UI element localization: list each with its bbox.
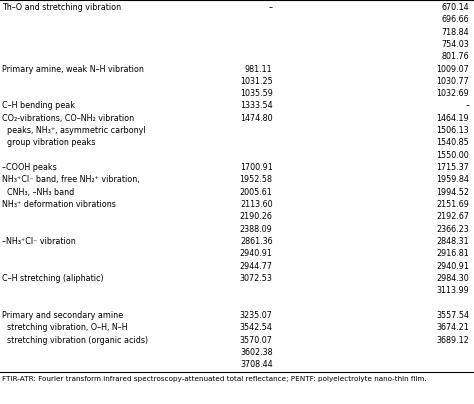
Text: 2940.91: 2940.91 (240, 249, 273, 258)
Text: 801.76: 801.76 (442, 52, 469, 61)
Text: 1959.84: 1959.84 (437, 175, 469, 184)
Text: Primary amine, weak N–H vibration: Primary amine, weak N–H vibration (2, 65, 144, 74)
Text: 754.03: 754.03 (441, 40, 469, 49)
Text: 3570.07: 3570.07 (240, 336, 273, 345)
Text: peaks, NH₃⁺, asymmetric carbonyl: peaks, NH₃⁺, asymmetric carbonyl (2, 126, 146, 135)
Text: C–H stretching (aliphatic): C–H stretching (aliphatic) (2, 274, 104, 283)
Text: 981.11: 981.11 (245, 65, 273, 74)
Text: Th–O and stretching vibration: Th–O and stretching vibration (2, 3, 121, 12)
Text: CNH₃, –NH₃ band: CNH₃, –NH₃ band (2, 188, 74, 197)
Text: 1952.58: 1952.58 (239, 175, 273, 184)
Text: NH₃⁺Cl⁻ band, free NH₂⁺ vibration,: NH₃⁺Cl⁻ band, free NH₂⁺ vibration, (2, 175, 140, 184)
Text: Primary and secondary amine: Primary and secondary amine (2, 311, 124, 320)
Text: –NH₃⁺Cl⁻ vibration: –NH₃⁺Cl⁻ vibration (2, 237, 76, 246)
Text: 1009.07: 1009.07 (437, 65, 469, 74)
Text: 696.66: 696.66 (442, 15, 469, 24)
Text: 3708.44: 3708.44 (240, 360, 273, 369)
Text: C–H bending peak: C–H bending peak (2, 101, 75, 110)
Text: 2190.26: 2190.26 (240, 213, 273, 221)
Text: 2916.81: 2916.81 (437, 249, 469, 258)
Text: 3072.53: 3072.53 (240, 274, 273, 283)
Text: 1031.25: 1031.25 (240, 77, 273, 86)
Text: –: – (465, 101, 469, 110)
Text: stretching vibration (organic acids): stretching vibration (organic acids) (2, 336, 148, 345)
Text: 2113.60: 2113.60 (240, 200, 273, 209)
Text: 3674.21: 3674.21 (437, 323, 469, 332)
Text: 2192.67: 2192.67 (436, 213, 469, 221)
Text: NH₃⁺ deformation vibrations: NH₃⁺ deformation vibrations (2, 200, 116, 209)
Text: 2005.61: 2005.61 (240, 188, 273, 197)
Text: 3602.38: 3602.38 (240, 348, 273, 357)
Text: 2388.09: 2388.09 (240, 225, 273, 234)
Text: 1474.80: 1474.80 (240, 114, 273, 123)
Text: 718.84: 718.84 (442, 27, 469, 36)
Text: 1994.52: 1994.52 (436, 188, 469, 197)
Text: group vibration peaks: group vibration peaks (2, 139, 96, 147)
Text: 1333.54: 1333.54 (240, 101, 273, 110)
Text: 1540.85: 1540.85 (437, 139, 469, 147)
Text: FTIR-ATR: Fourier transform infrared spectroscopy-attenuated total reflectance; : FTIR-ATR: Fourier transform infrared spe… (2, 377, 427, 382)
Text: 1035.59: 1035.59 (240, 89, 273, 98)
Text: 3542.54: 3542.54 (240, 323, 273, 332)
Text: CO₂-vibrations, CO–NH₂ vibration: CO₂-vibrations, CO–NH₂ vibration (2, 114, 135, 123)
Text: 3557.54: 3557.54 (436, 311, 469, 320)
Text: 2848.31: 2848.31 (437, 237, 469, 246)
Text: 1032.69: 1032.69 (437, 89, 469, 98)
Text: 2366.23: 2366.23 (437, 225, 469, 234)
Text: 3689.12: 3689.12 (437, 336, 469, 345)
Text: 1550.00: 1550.00 (437, 151, 469, 160)
Text: 2984.30: 2984.30 (437, 274, 469, 283)
Text: 670.14: 670.14 (442, 3, 469, 12)
Text: 1715.37: 1715.37 (437, 163, 469, 172)
Text: stretching vibration, O–H, N–H: stretching vibration, O–H, N–H (2, 323, 128, 332)
Text: 2861.36: 2861.36 (240, 237, 273, 246)
Text: 2944.77: 2944.77 (239, 262, 273, 271)
Text: 2940.91: 2940.91 (437, 262, 469, 271)
Text: 2151.69: 2151.69 (437, 200, 469, 209)
Text: 3235.07: 3235.07 (240, 311, 273, 320)
Text: 3113.99: 3113.99 (437, 286, 469, 295)
Text: 1030.77: 1030.77 (437, 77, 469, 86)
Text: 1700.91: 1700.91 (240, 163, 273, 172)
Text: –COOH peaks: –COOH peaks (2, 163, 57, 172)
Text: 1464.19: 1464.19 (437, 114, 469, 123)
Text: 1506.13: 1506.13 (437, 126, 469, 135)
Text: –: – (269, 3, 273, 12)
